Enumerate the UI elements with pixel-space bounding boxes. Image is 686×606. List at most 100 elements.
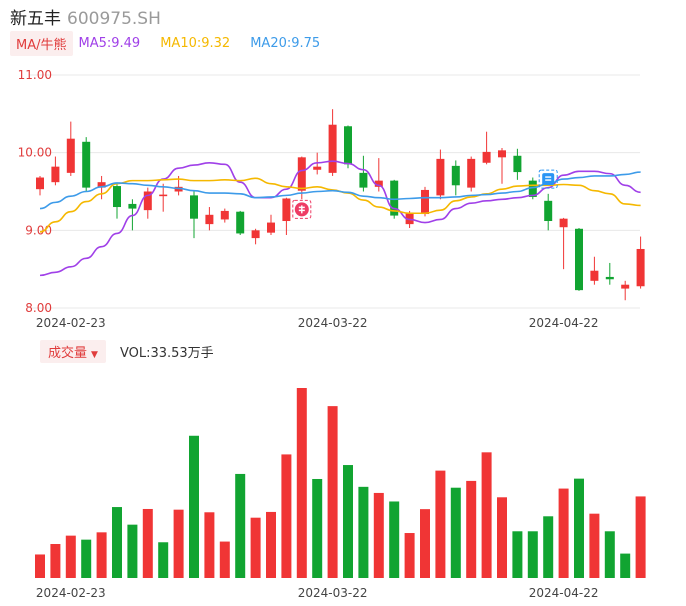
volume-bar[interactable] bbox=[481, 452, 492, 578]
volume-bar[interactable] bbox=[142, 508, 153, 578]
volume-bar[interactable] bbox=[158, 542, 169, 578]
candle[interactable] bbox=[66, 121, 75, 176]
price-tick-label: 8.00 bbox=[25, 301, 52, 315]
volume-bar[interactable] bbox=[173, 509, 184, 578]
candle[interactable] bbox=[498, 148, 506, 184]
candle[interactable] bbox=[421, 186, 429, 217]
volume-bar[interactable] bbox=[219, 541, 230, 578]
candle-body bbox=[282, 198, 291, 222]
volume-bar[interactable] bbox=[450, 487, 461, 578]
ma-legend: MA/牛熊 MA5:9.49 MA10:9.32 MA20:9.75 bbox=[10, 30, 340, 56]
candle[interactable] bbox=[82, 137, 91, 192]
candle-body bbox=[559, 218, 568, 228]
volume-bar[interactable] bbox=[65, 535, 76, 578]
ma20-label: MA20:9.75 bbox=[250, 35, 321, 51]
candle-body bbox=[451, 165, 460, 186]
volume-bar[interactable] bbox=[527, 531, 538, 578]
volume-bar[interactable] bbox=[112, 507, 122, 578]
volume-bar[interactable] bbox=[296, 388, 307, 578]
bull-signal-icon[interactable] bbox=[292, 199, 312, 219]
candle[interactable] bbox=[36, 175, 44, 196]
candle-body bbox=[313, 166, 322, 170]
volume-bars bbox=[35, 388, 646, 578]
volume-bar[interactable] bbox=[235, 473, 246, 578]
volume-bar[interactable] bbox=[420, 509, 430, 578]
title-row: 新五丰 600975.SH bbox=[10, 4, 161, 29]
volume-bar[interactable] bbox=[327, 406, 338, 578]
kline-date-axis: 2024-02-23 2024-03-22 2024-04-22 bbox=[36, 316, 599, 330]
volume-bar[interactable] bbox=[204, 512, 215, 578]
volume-bar[interactable] bbox=[189, 435, 199, 578]
candle[interactable] bbox=[143, 187, 152, 219]
candle[interactable] bbox=[482, 131, 491, 165]
volume-bar[interactable] bbox=[543, 516, 554, 578]
candle[interactable] bbox=[436, 149, 445, 200]
volume-bar[interactable] bbox=[435, 470, 446, 578]
volume-bar[interactable] bbox=[281, 454, 292, 578]
volume-bar[interactable] bbox=[574, 478, 584, 578]
volume-bar[interactable] bbox=[312, 478, 323, 578]
candle[interactable] bbox=[575, 228, 583, 291]
volume-bar[interactable] bbox=[558, 488, 569, 578]
volume-bar[interactable] bbox=[620, 553, 631, 578]
volume-bar[interactable] bbox=[497, 497, 507, 578]
volume-bar[interactable] bbox=[81, 539, 92, 578]
candle-body bbox=[251, 230, 260, 239]
volume-bar[interactable] bbox=[250, 517, 261, 578]
candle[interactable] bbox=[544, 193, 553, 231]
ma5-label: MA5:9.49 bbox=[78, 35, 141, 51]
candle[interactable] bbox=[328, 109, 337, 176]
candle-body bbox=[36, 177, 44, 190]
volume-bar[interactable] bbox=[50, 544, 61, 578]
candle[interactable] bbox=[590, 256, 599, 285]
candle[interactable] bbox=[559, 217, 568, 270]
candle[interactable] bbox=[636, 236, 645, 289]
candle[interactable] bbox=[282, 197, 291, 235]
volume-bar[interactable] bbox=[389, 501, 400, 578]
volume-bar[interactable] bbox=[96, 532, 107, 578]
candle-body bbox=[636, 248, 645, 287]
candle[interactable] bbox=[220, 208, 229, 223]
candle[interactable] bbox=[159, 183, 168, 212]
candle-body bbox=[467, 158, 476, 188]
candle[interactable] bbox=[251, 228, 260, 245]
volume-bar[interactable] bbox=[635, 496, 646, 578]
bear-signal-icon[interactable] bbox=[538, 169, 558, 189]
candle[interactable] bbox=[267, 214, 275, 235]
volume-type-selector[interactable]: 成交量 ▼ bbox=[40, 339, 106, 363]
volume-bar[interactable] bbox=[404, 533, 415, 578]
volume-bar[interactable] bbox=[512, 531, 523, 578]
candle-body bbox=[128, 203, 137, 209]
candle[interactable] bbox=[513, 148, 522, 180]
candle-body bbox=[544, 200, 553, 222]
volume-bar[interactable] bbox=[373, 492, 384, 578]
volume-bar[interactable] bbox=[466, 480, 477, 578]
volume-bar[interactable] bbox=[127, 524, 138, 578]
candle[interactable] bbox=[605, 262, 614, 285]
volume-bar[interactable] bbox=[266, 511, 276, 578]
volume-date-axis: 2024-02-23 2024-03-22 2024-04-22 bbox=[36, 586, 599, 600]
candle[interactable] bbox=[236, 210, 245, 235]
candle[interactable] bbox=[621, 280, 630, 301]
volume-type-label: 成交量 bbox=[48, 345, 88, 361]
volume-bar[interactable] bbox=[589, 513, 600, 578]
candle[interactable] bbox=[297, 156, 306, 200]
candle[interactable] bbox=[467, 156, 476, 192]
candle[interactable] bbox=[359, 155, 368, 192]
ma-type-selector[interactable]: MA/牛熊 bbox=[10, 30, 73, 56]
volume-bar[interactable] bbox=[604, 531, 615, 578]
candle[interactable] bbox=[113, 183, 121, 219]
candle[interactable] bbox=[190, 191, 198, 239]
candle-body bbox=[482, 151, 491, 163]
candle[interactable] bbox=[451, 160, 460, 196]
candle[interactable] bbox=[344, 125, 352, 169]
volume-bar[interactable] bbox=[358, 486, 369, 578]
volume-bar[interactable] bbox=[35, 554, 45, 578]
candle-body bbox=[236, 211, 245, 234]
candle-body bbox=[513, 155, 522, 173]
candle[interactable] bbox=[51, 156, 60, 186]
volume-bar[interactable] bbox=[343, 465, 353, 578]
candle[interactable] bbox=[205, 207, 214, 231]
price-tick-label: 11.00 bbox=[18, 68, 52, 82]
